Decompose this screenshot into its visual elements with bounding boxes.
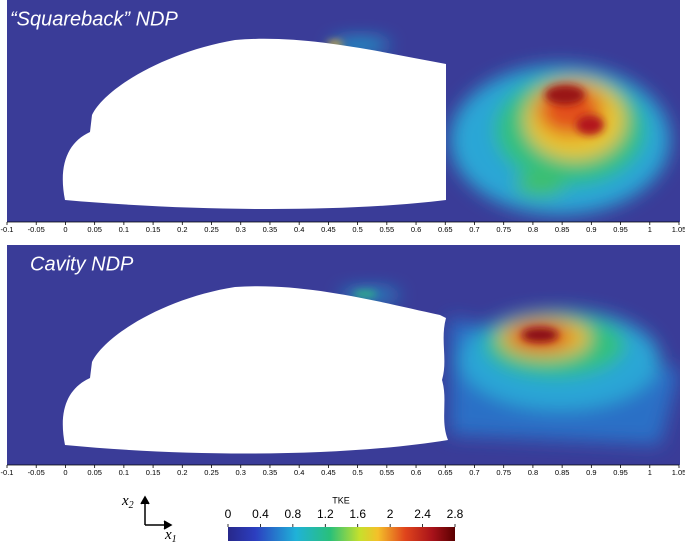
x-tick-label: 0.6: [411, 468, 421, 477]
x-tick-label: 0.75: [496, 468, 511, 477]
x-tick-label: 0.05: [87, 225, 102, 234]
x-tick-label: 0.55: [380, 468, 395, 477]
colorbar-tick-label: 1.6: [349, 507, 366, 521]
colorbar-tick-label: 2: [387, 507, 394, 521]
x-tick-label: 0.15: [146, 225, 161, 234]
x-tick-label: 0.95: [613, 468, 628, 477]
symbol: x: [164, 527, 172, 543]
axes-icon: [140, 495, 173, 530]
x-tick-label: 0.55: [380, 225, 395, 234]
x-tick-label: -0.05: [28, 468, 45, 477]
x-tick-label: 0.1: [119, 468, 129, 477]
colorbar-tick-label: 1.2: [317, 507, 334, 521]
x-tick-label: 0.4: [294, 468, 304, 477]
x-tick-label: -0.1: [1, 468, 14, 477]
x-tick-label: 0.9: [586, 225, 596, 234]
x-tick-label: 0.25: [204, 225, 219, 234]
flow-field-bottom: [7, 245, 680, 465]
x-tick-label: 0.25: [204, 468, 219, 477]
x-tick-label: 0.65: [438, 468, 453, 477]
x-tick-label: 0: [63, 225, 67, 234]
x-tick-label: 0.35: [263, 225, 278, 234]
colorbar-tick-label: 0: [225, 507, 232, 521]
x-tick-label: 0.2: [177, 225, 187, 234]
index: 1: [172, 534, 177, 544]
x-tick-label: 0.4: [294, 225, 304, 234]
x-tick-label: 1.05: [672, 225, 685, 234]
x-tick-label: 1.05: [672, 468, 685, 477]
colorbar-tick-label: 0.8: [285, 507, 302, 521]
x-tick-label: 0.5: [352, 468, 362, 477]
index: 2: [129, 500, 134, 511]
x-tick-label: 0.15: [146, 468, 161, 477]
x-tick-label: 0.05: [87, 468, 102, 477]
x-tick-label: 0.85: [555, 468, 570, 477]
x-tick-label: 0.2: [177, 468, 187, 477]
colorbar-tick-label: 2.8: [447, 507, 464, 521]
x-tick-label: 0.45: [321, 468, 336, 477]
x-tick-label: 0.85: [555, 225, 570, 234]
x-tick-label: 0.5: [352, 225, 362, 234]
x-tick-label: 0.1: [119, 225, 129, 234]
x-tick-label: 0.3: [236, 468, 246, 477]
x-tick-label: 1: [648, 468, 652, 477]
axis-symbol: x1: [164, 527, 177, 544]
colorbar: [228, 527, 455, 541]
x-tick-label: -0.05: [28, 225, 45, 234]
x-tick-label: 0.45: [321, 225, 336, 234]
colorbar-tick-label: 0.4: [252, 507, 269, 521]
x-tick-label: 0.3: [236, 225, 246, 234]
x-tick-label: 0.65: [438, 225, 453, 234]
colorbar-label: TKE: [332, 495, 350, 505]
axis-symbol: x2: [121, 493, 134, 511]
flow-field-top: [7, 0, 680, 222]
x-tick-label: 0.8: [528, 468, 538, 477]
colorbar-tick-label: 2.4: [414, 507, 431, 521]
x-tick-label: 0.9: [586, 468, 596, 477]
x-tick-label: 0.7: [469, 468, 479, 477]
x-tick-label: 0.75: [496, 225, 511, 234]
symbol: x: [121, 493, 129, 509]
x-tick-label: -0.1: [1, 225, 14, 234]
x-tick-label: 0: [63, 468, 67, 477]
panel-title: Cavity NDP: [30, 253, 134, 275]
x-tick-label: 0.8: [528, 225, 538, 234]
x-tick-label: 1: [648, 225, 652, 234]
x-tick-label: 0.95: [613, 225, 628, 234]
x-tick-label: 0.7: [469, 225, 479, 234]
x-tick-label: 0.35: [263, 468, 278, 477]
x-tick-label: 0.6: [411, 225, 421, 234]
panel-title: “Squareback” NDP: [10, 8, 179, 30]
